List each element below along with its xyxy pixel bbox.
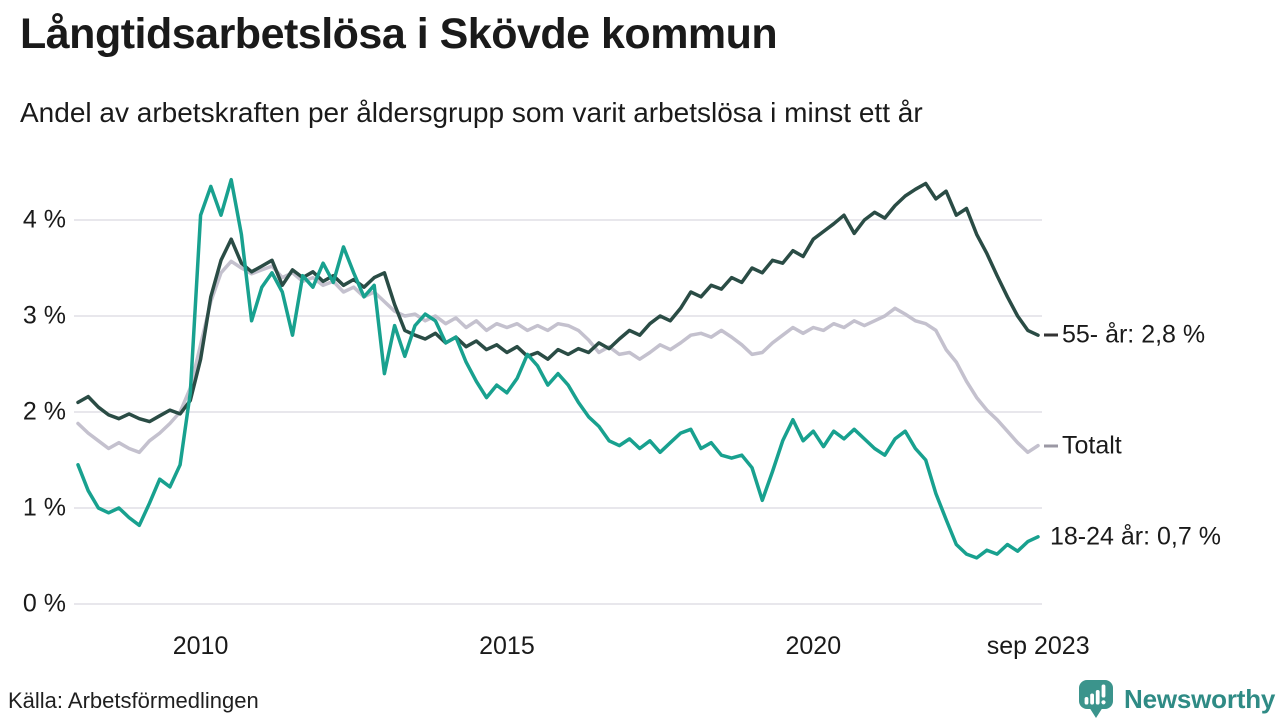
x-axis-label: sep 2023 <box>986 632 1090 660</box>
page-title: Långtidsarbetslösa i Skövde kommun <box>20 10 778 58</box>
series-label-totalt: Totalt <box>1044 431 1122 460</box>
source-note: Källa: Arbetsförmedlingen <box>8 688 259 713</box>
newsworthy-logo-text: Newsworthy <box>1124 683 1276 714</box>
y-axis-label: 1 % <box>22 493 66 522</box>
series-label-text: 18-24 år: 0,7 % <box>1050 522 1221 551</box>
series-label-55-r: 55- år: 2,8 % <box>1044 321 1205 350</box>
series-line-totalt <box>76 259 1040 455</box>
newsworthy-logo[interactable]: Newsworthy <box>1076 678 1275 720</box>
series-label-text: Totalt <box>1062 431 1122 460</box>
newsworthy-icon <box>1079 680 1113 718</box>
y-axis-label: 4 % <box>22 205 66 234</box>
label-connector-dash <box>1044 444 1058 448</box>
y-axis-label: 0 % <box>22 589 66 618</box>
y-axis-label: 2 % <box>22 397 66 426</box>
label-connector-dash <box>1044 333 1058 337</box>
x-axis-label: 2015 <box>479 632 535 660</box>
series-label-text: 55- år: 2,8 % <box>1062 320 1206 349</box>
series-line-55-r <box>76 181 1040 424</box>
series-label-18-24-r: 18-24 år: 0,7 % <box>1044 522 1221 551</box>
x-axis-label: 2020 <box>785 632 842 660</box>
x-axis-label: 2010 <box>172 632 229 660</box>
y-axis-label: 3 % <box>22 301 66 330</box>
chart-subtitle: Andel av arbetskraften per åldersgrupp s… <box>20 97 923 128</box>
series-line-18-24-r <box>76 177 1040 560</box>
